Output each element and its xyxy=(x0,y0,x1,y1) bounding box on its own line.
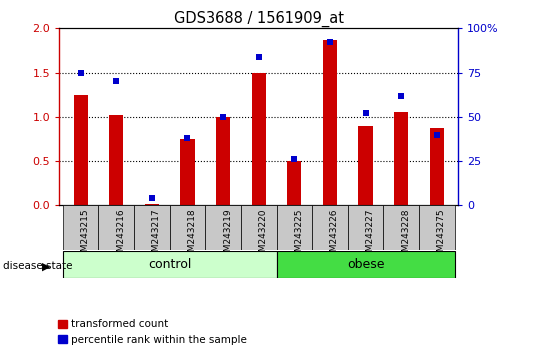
Bar xyxy=(181,139,195,205)
Text: GSM243226: GSM243226 xyxy=(330,209,339,263)
Text: GSM243275: GSM243275 xyxy=(437,209,446,263)
Text: GSM243220: GSM243220 xyxy=(259,209,268,263)
Point xyxy=(432,132,441,137)
Bar xyxy=(287,161,301,205)
Point xyxy=(254,54,263,59)
Bar xyxy=(323,40,337,205)
Text: GSM243215: GSM243215 xyxy=(81,209,89,263)
Text: GSM243219: GSM243219 xyxy=(223,209,232,263)
Bar xyxy=(134,205,170,250)
Bar xyxy=(241,205,277,250)
Bar xyxy=(277,251,454,278)
Point xyxy=(219,114,227,120)
Title: GDS3688 / 1561909_at: GDS3688 / 1561909_at xyxy=(174,11,344,27)
Bar xyxy=(430,129,444,205)
Bar xyxy=(348,205,383,250)
Bar xyxy=(145,204,159,205)
Bar xyxy=(383,205,419,250)
Bar xyxy=(394,113,408,205)
Bar xyxy=(170,205,205,250)
Bar xyxy=(63,205,99,250)
Bar xyxy=(109,115,123,205)
Text: GSM243227: GSM243227 xyxy=(365,209,375,263)
Bar xyxy=(63,251,277,278)
Bar xyxy=(73,95,88,205)
Bar xyxy=(312,205,348,250)
Text: disease state: disease state xyxy=(3,261,72,271)
Bar xyxy=(358,126,372,205)
Text: GSM243225: GSM243225 xyxy=(294,209,303,263)
Point xyxy=(397,93,405,98)
Bar xyxy=(419,205,454,250)
Bar xyxy=(252,73,266,205)
Text: obese: obese xyxy=(347,258,384,271)
Bar xyxy=(216,117,230,205)
Point xyxy=(77,70,85,75)
Point xyxy=(361,110,370,116)
Bar xyxy=(99,205,134,250)
Text: GSM243217: GSM243217 xyxy=(152,209,161,263)
Bar xyxy=(277,205,312,250)
Point xyxy=(290,156,299,162)
Legend: transformed count, percentile rank within the sample: transformed count, percentile rank withi… xyxy=(54,315,252,349)
Point xyxy=(112,79,121,84)
Point xyxy=(148,195,156,201)
Text: GSM243228: GSM243228 xyxy=(401,209,410,263)
Text: GSM243218: GSM243218 xyxy=(188,209,197,263)
Text: GSM243216: GSM243216 xyxy=(116,209,125,263)
Point xyxy=(183,135,192,141)
Bar xyxy=(205,205,241,250)
Point xyxy=(326,40,334,45)
Text: control: control xyxy=(148,258,191,271)
Text: ▶: ▶ xyxy=(42,261,51,271)
